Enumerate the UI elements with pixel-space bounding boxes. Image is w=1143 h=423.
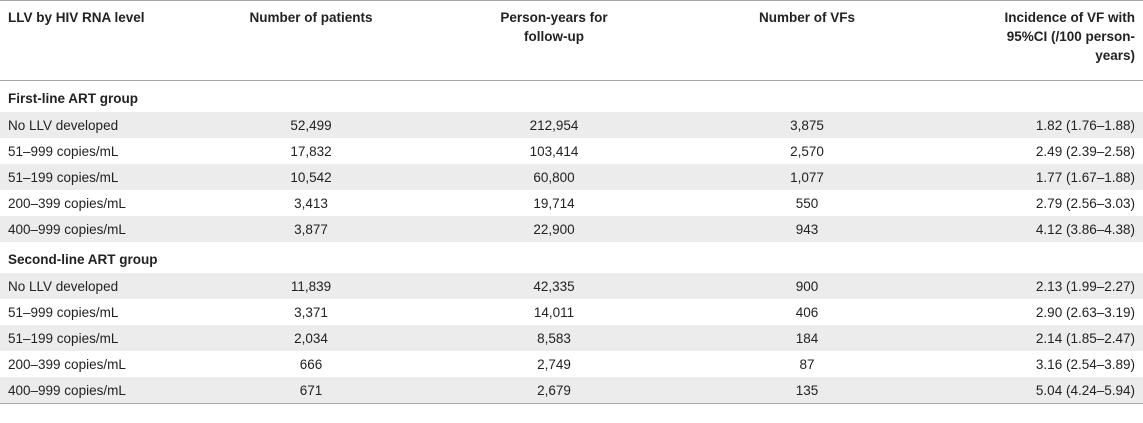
table-row: 51–199 copies/mL 10,542 60,800 1,077 1.77 (1… xyxy=(0,164,1143,190)
cell-number-of-vfs: 1,077 xyxy=(696,164,918,190)
group-label: First-line ART group xyxy=(8,91,138,106)
cell-number-of-patients: 3,371 xyxy=(294,304,328,320)
cell-number-of-vfs: 943 xyxy=(696,216,918,242)
cell-person-years: 14,011 xyxy=(533,304,575,320)
cell-number-of-patients: 11,839 xyxy=(210,273,412,299)
header-incidence-text: Incidence of VF with 95%CI (/100 person-… xyxy=(1004,10,1135,63)
cell-incidence: 2.13 (1.99–2.27) xyxy=(918,273,1143,299)
cell-person-years: 103,414 xyxy=(529,143,579,159)
cell-number-of-vfs: 900 xyxy=(696,273,918,299)
header-person-years: Person-years for follow-up xyxy=(412,1,696,81)
cell-number-of-patients: 10,542 xyxy=(210,164,412,190)
cell-llv-level: 51–199 copies/mL xyxy=(0,325,210,351)
cell-number-of-patients: 666 xyxy=(299,356,323,372)
table-row: 51–999 copies/mL 3,371 14,011 406 2.90 (2.63… xyxy=(0,299,1143,325)
table-row: 51–999 copies/mL 17,832 103,414 2,570 2.49 (… xyxy=(0,138,1143,164)
data-table: LLV by HIV RNA level Number of patients … xyxy=(0,0,1143,404)
cell-number-of-patients: 52,499 xyxy=(210,112,412,138)
cell-number-of-vfs: 184 xyxy=(696,325,918,351)
table-row: No LLV developed 52,499 212,954 3,875 1.82 (… xyxy=(0,112,1143,138)
header-llv-level: LLV by HIV RNA level xyxy=(8,10,145,25)
cell-llv-level: 51–999 copies/mL xyxy=(8,143,119,159)
cell-llv-level: 400–999 copies/mL xyxy=(0,377,210,404)
cell-llv-level: 200–399 copies/mL xyxy=(8,356,126,372)
header-incidence: Incidence of VF with 95%CI (/100 person-… xyxy=(918,1,1143,81)
cell-number-of-vfs: 2,570 xyxy=(790,143,824,159)
cell-incidence: 2.49 (2.39–2.58) xyxy=(1035,143,1135,159)
cell-number-of-patients: 671 xyxy=(210,377,412,404)
cell-person-years: 8,583 xyxy=(412,325,696,351)
cell-person-years: 22,900 xyxy=(412,216,696,242)
table-row: 200–399 copies/mL 3,413 19,714 550 2.79 (2.5… xyxy=(0,190,1143,216)
table-row: 400–999 copies/mL 3,877 22,900 943 4.12 (3.8… xyxy=(0,216,1143,242)
group-label: Second-line ART group xyxy=(8,252,158,267)
table-body: First-line ART group No LLV developed 52,4… xyxy=(0,81,1143,404)
cell-llv-level: 51–199 copies/mL xyxy=(0,164,210,190)
cell-number-of-vfs: 87 xyxy=(799,356,815,372)
group-header-row: First-line ART group xyxy=(0,81,1143,113)
cell-incidence: 1.82 (1.76–1.88) xyxy=(918,112,1143,138)
cell-number-of-vfs: 3,875 xyxy=(696,112,918,138)
table-row: 200–399 copies/mL 666 2,749 87 3.16 (2.54–3.… xyxy=(0,351,1143,377)
cell-person-years: 19,714 xyxy=(533,195,575,211)
cell-llv-level: 51–999 copies/mL xyxy=(8,304,119,320)
cell-number-of-vfs: 406 xyxy=(795,304,819,320)
header-number-of-patients: Number of patients xyxy=(249,10,373,25)
cell-llv-level: 400–999 copies/mL xyxy=(0,216,210,242)
cell-incidence: 2.79 (2.56–3.03) xyxy=(1035,195,1135,211)
cell-number-of-patients: 2,034 xyxy=(210,325,412,351)
cell-number-of-patients: 3,413 xyxy=(294,195,328,211)
group-header-row: Second-line ART group xyxy=(0,242,1143,273)
cell-person-years: 42,335 xyxy=(412,273,696,299)
table-row: 51–199 copies/mL 2,034 8,583 184 2.14 (1.85–… xyxy=(0,325,1143,351)
table-header-row: LLV by HIV RNA level Number of patients … xyxy=(0,0,1143,81)
cell-person-years: 60,800 xyxy=(412,164,696,190)
cell-llv-level: No LLV developed xyxy=(0,112,210,138)
table-row: No LLV developed 11,839 42,335 900 2.13 (1.9… xyxy=(0,273,1143,299)
cell-number-of-patients: 17,832 xyxy=(290,143,332,159)
cell-number-of-vfs: 550 xyxy=(795,195,819,211)
header-person-years-text: Person-years for follow-up xyxy=(500,10,608,44)
cell-incidence: 1.77 (1.67–1.88) xyxy=(918,164,1143,190)
cell-number-of-patients: 3,877 xyxy=(210,216,412,242)
cell-person-years: 2,679 xyxy=(412,377,696,404)
cell-llv-level: No LLV developed xyxy=(0,273,210,299)
cell-incidence: 3.16 (2.54–3.89) xyxy=(1035,356,1135,372)
table-row: 400–999 copies/mL 671 2,679 135 5.04 (4.24–5… xyxy=(0,377,1143,404)
cell-incidence: 2.90 (2.63–3.19) xyxy=(1035,304,1135,320)
cell-incidence: 5.04 (4.24–5.94) xyxy=(918,377,1143,404)
cell-number-of-vfs: 135 xyxy=(696,377,918,404)
cell-llv-level: 200–399 copies/mL xyxy=(8,195,126,211)
header-number-of-vfs: Number of VFs xyxy=(758,10,855,25)
cell-person-years: 212,954 xyxy=(412,112,696,138)
cell-person-years: 2,749 xyxy=(537,356,571,372)
cell-incidence: 4.12 (3.86–4.38) xyxy=(918,216,1143,242)
cell-incidence: 2.14 (1.85–2.47) xyxy=(918,325,1143,351)
